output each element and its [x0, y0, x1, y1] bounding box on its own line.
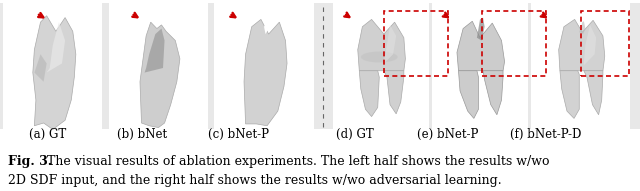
- Polygon shape: [477, 18, 484, 40]
- Bar: [333, 3, 429, 129]
- Polygon shape: [264, 18, 273, 34]
- Polygon shape: [384, 71, 404, 114]
- Polygon shape: [358, 19, 405, 71]
- Polygon shape: [33, 16, 76, 129]
- Text: (d) GT: (d) GT: [337, 128, 374, 141]
- Polygon shape: [457, 21, 504, 71]
- Polygon shape: [483, 71, 503, 115]
- Text: (b) bNet: (b) bNet: [117, 128, 167, 141]
- Text: Fig. 3.: Fig. 3.: [8, 155, 52, 168]
- Polygon shape: [560, 71, 579, 118]
- Polygon shape: [458, 71, 479, 118]
- Polygon shape: [584, 25, 596, 65]
- Polygon shape: [359, 71, 380, 117]
- Polygon shape: [35, 54, 47, 82]
- Text: The visual results of ablation experiments. The left half shows the results w/wo: The visual results of ablation experimen…: [43, 155, 549, 168]
- Polygon shape: [47, 22, 65, 73]
- Bar: [482, 11, 546, 76]
- Circle shape: [361, 52, 397, 62]
- Polygon shape: [579, 21, 586, 34]
- Text: (a) GT: (a) GT: [29, 128, 67, 141]
- Polygon shape: [145, 29, 164, 73]
- Bar: [3, 3, 102, 129]
- Bar: [432, 3, 528, 129]
- Polygon shape: [384, 25, 396, 63]
- Polygon shape: [244, 19, 287, 126]
- Polygon shape: [559, 19, 605, 71]
- Text: (c) bNet-P: (c) bNet-P: [207, 128, 269, 141]
- Text: (f) bNet-P-D: (f) bNet-P-D: [510, 128, 582, 141]
- Text: (e) bNet-P: (e) bNet-P: [417, 128, 479, 141]
- Bar: [109, 3, 208, 129]
- Polygon shape: [584, 71, 603, 115]
- Bar: [531, 3, 630, 129]
- Bar: [0, 3, 640, 129]
- Polygon shape: [140, 22, 180, 128]
- Bar: [384, 11, 448, 76]
- Bar: [214, 3, 314, 129]
- Text: 2D SDF input, and the right half shows the results w/wo adversarial learning.: 2D SDF input, and the right half shows t…: [8, 174, 501, 187]
- Bar: [581, 11, 629, 76]
